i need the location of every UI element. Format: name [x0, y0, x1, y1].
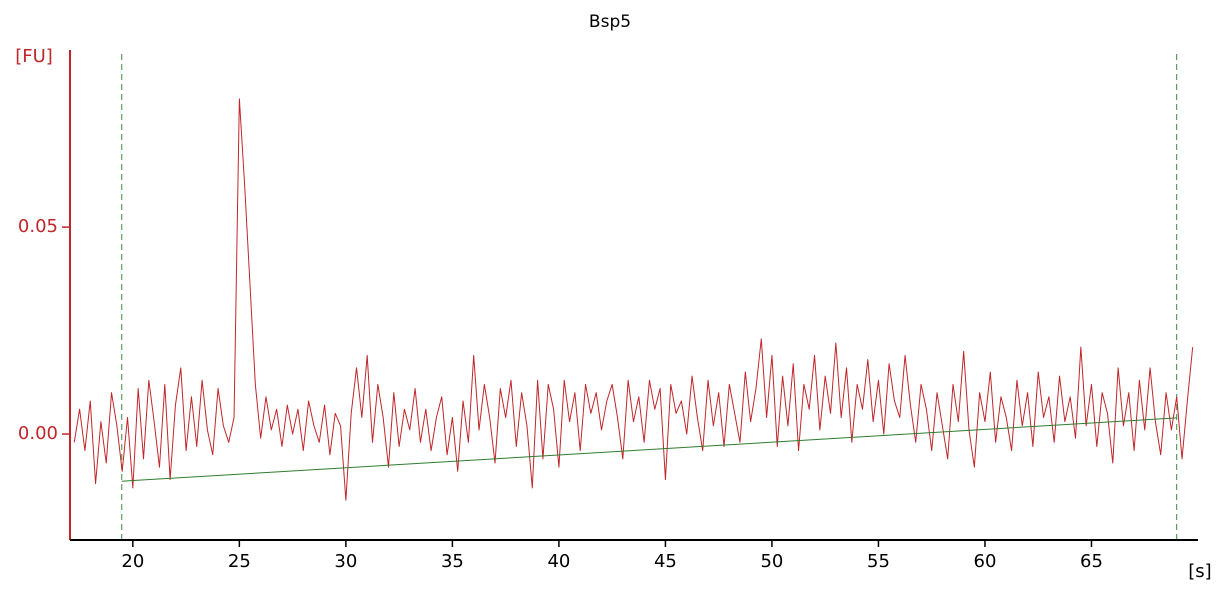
x-tick-label: 35 — [441, 551, 464, 572]
x-tick-label: 65 — [1080, 551, 1103, 572]
x-tick-label: 40 — [547, 551, 570, 572]
y-tick-label: 0.00 — [18, 423, 58, 444]
y-tick-label: 0.05 — [18, 216, 58, 237]
x-tick-label: 50 — [760, 551, 783, 572]
x-tick-label: 55 — [867, 551, 890, 572]
x-tick-label: 60 — [974, 551, 997, 572]
series-line — [73, 98, 1194, 501]
x-tick-label: 30 — [334, 551, 357, 572]
x-tick-label: 25 — [228, 551, 251, 572]
y-axis-label: [FU] — [15, 46, 53, 67]
x-tick-label: 20 — [121, 551, 144, 572]
chart-title: Bsp5 — [589, 12, 631, 32]
x-axis-label: [s] — [1188, 561, 1211, 582]
series-line — [121, 417, 1177, 482]
x-tick-label: 45 — [654, 551, 677, 572]
